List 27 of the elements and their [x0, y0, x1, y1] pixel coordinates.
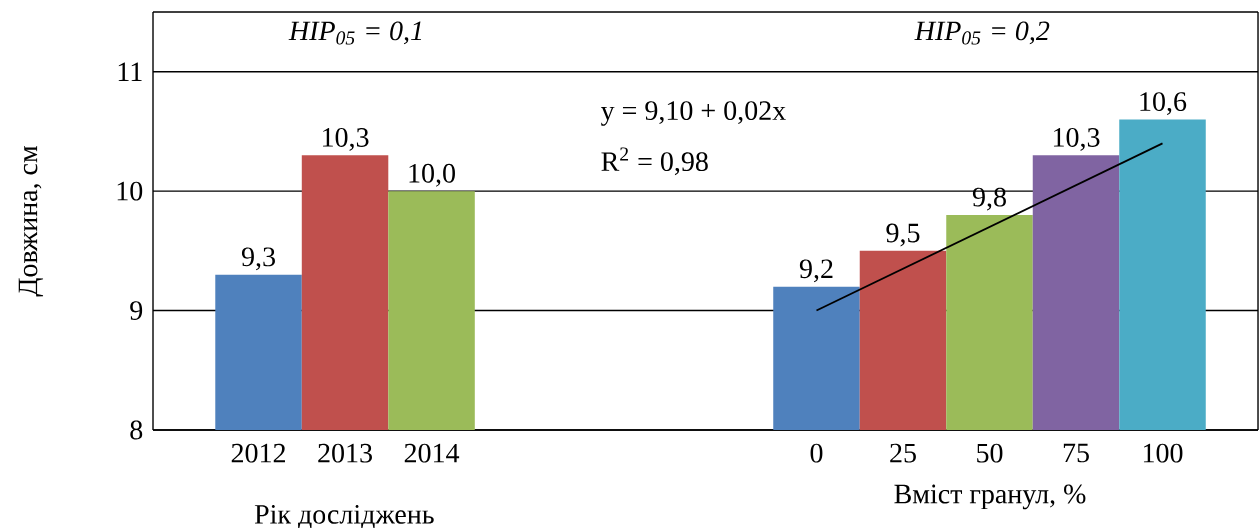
data-label: 9,5 [886, 223, 920, 247]
data-label: 10,3 [1053, 127, 1100, 151]
x-tick-label: 75 [1063, 443, 1089, 463]
data-label: 10,0 [409, 163, 455, 187]
data-label: 10,3 [322, 127, 369, 151]
y-tick-label: 9 [130, 301, 143, 320]
y-axis-title: Довжина, см [18, 145, 44, 297]
x-tick-label: 100 [1143, 443, 1183, 463]
x-axis-title: Рік досліджень [254, 504, 434, 528]
chart-title: HIP$_{05}$ = 0,1 [288, 21, 422, 45]
text: R$^{2}$ = 0,98 [601, 147, 708, 176]
data-label: 9,3 [241, 247, 275, 271]
data-label: 9,2 [799, 259, 833, 283]
y-tick-label: 8 [130, 420, 143, 440]
data-label: 10,6 [1140, 92, 1187, 116]
x-tick-label: 50 [977, 443, 1003, 463]
chart-title: HIP$_{05}$ = 0,2 [914, 21, 1050, 45]
x-tick-label: 25 [890, 443, 916, 463]
annotation: y = 9,10 + 0,02x [600, 101, 786, 126]
x-tick-label: 0 [810, 443, 823, 463]
data-label: 9,8 [972, 187, 1006, 211]
x-axis-title: Вміст гранул, % [894, 484, 1086, 510]
x-tick-label: 2012 [231, 443, 285, 463]
x-tick-label: 2013 [318, 443, 372, 463]
y-tick-label: 11 [118, 62, 142, 81]
x-tick-label: 2014 [404, 443, 460, 463]
y-tick-label: 10 [117, 181, 143, 201]
